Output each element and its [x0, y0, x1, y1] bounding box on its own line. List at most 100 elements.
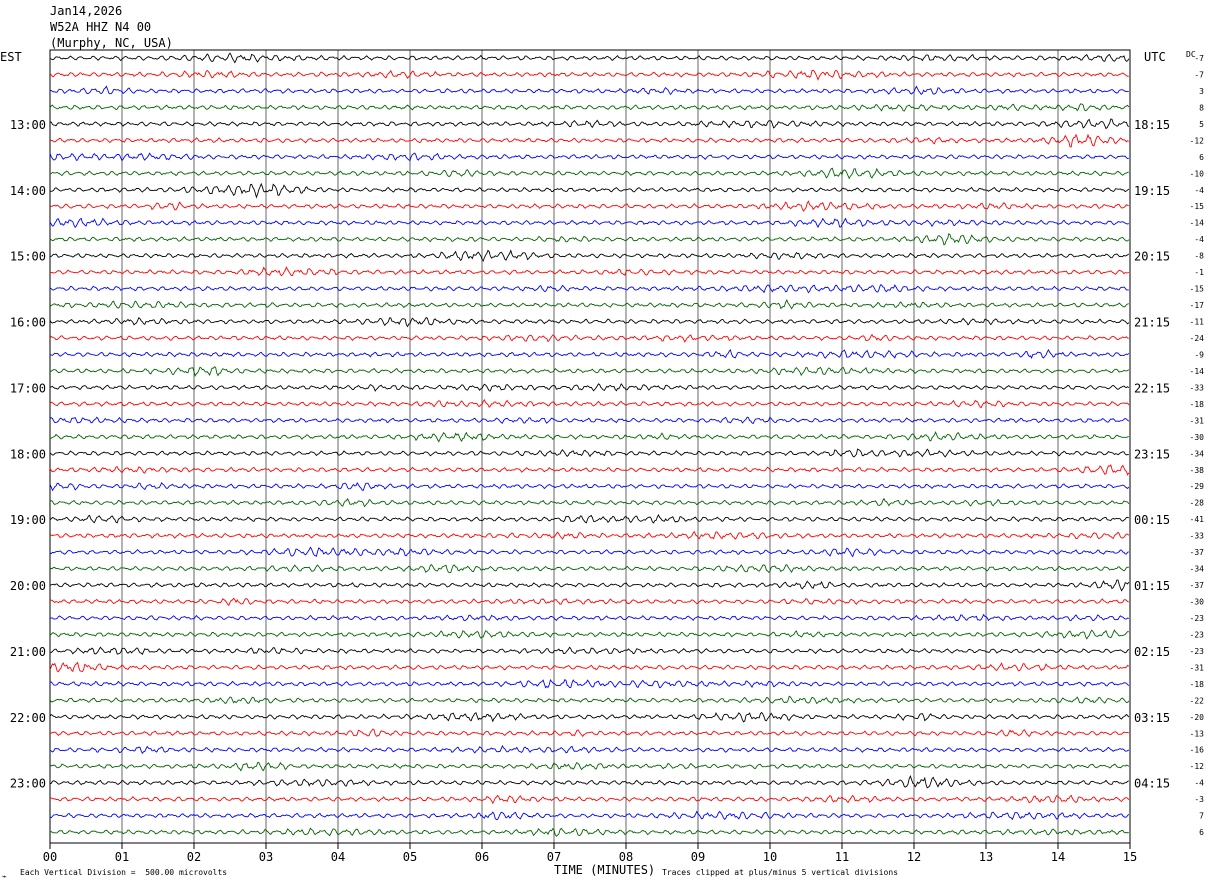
trace-line: [49, 482, 1130, 492]
dc-offset-label: -4: [1194, 235, 1204, 244]
x-tick-label: 02: [187, 850, 201, 864]
dc-offset-label: -13: [1190, 729, 1205, 738]
x-tick-label: 10: [763, 850, 777, 864]
trace-line: [49, 464, 1130, 476]
dc-offset-label: -34: [1190, 565, 1205, 574]
x-tick-label: 05: [403, 850, 417, 864]
dc-offset-label: -18: [1190, 680, 1205, 689]
dc-offset-label: 7: [1199, 812, 1204, 821]
left-hour-label: 17:00: [10, 381, 46, 395]
x-tick-label: 03: [259, 850, 273, 864]
dc-offset-label: -7: [1194, 54, 1204, 63]
trace-line: [49, 232, 1130, 246]
trace-line: [49, 597, 1129, 607]
trace-line: [49, 629, 1129, 640]
dc-offset-label: -17: [1190, 301, 1205, 310]
trace-line: [49, 69, 1129, 81]
trace-line: [49, 85, 1129, 96]
right-hour-label: 22:15: [1134, 381, 1170, 395]
x-axis-label: TIME (MINUTES): [554, 863, 656, 877]
dc-offset-label: -10: [1190, 169, 1205, 178]
x-tick-label: 11: [835, 850, 849, 864]
clip-note: Traces clipped at plus/minus 5 vertical …: [662, 868, 899, 877]
trace-line: [49, 349, 1130, 359]
dc-offset-label: -18: [1190, 400, 1205, 409]
right-hour-label: 21:15: [1134, 316, 1170, 330]
trace-line: [49, 613, 1129, 622]
trace-line: [49, 366, 1130, 377]
x-tick-label: 08: [619, 850, 633, 864]
right-hour-label: 00:15: [1134, 513, 1170, 527]
dc-offset-label: -31: [1190, 416, 1205, 425]
trace-line: [49, 530, 1130, 540]
left-hour-label: 14:00: [10, 184, 46, 198]
dc-offset-label: -31: [1190, 663, 1205, 672]
left-hour-label: 20:00: [10, 579, 46, 593]
right-hour-label: 01:15: [1134, 579, 1170, 593]
trace-line: [49, 711, 1130, 723]
left-hour-label: 23:00: [10, 777, 46, 791]
dc-offset-label: -15: [1190, 285, 1205, 294]
dc-offset-label: -16: [1190, 746, 1205, 755]
trace-line: [49, 416, 1130, 425]
dc-offset-label: -23: [1190, 614, 1205, 623]
left-hour-label: 16:00: [10, 316, 46, 330]
trace-line: [49, 774, 1129, 789]
dc-offset-label: -12: [1190, 762, 1205, 771]
dc-offset-label: -14: [1190, 367, 1205, 376]
dc-offset-label: -7: [1194, 70, 1204, 79]
dc-offset-label: -28: [1190, 499, 1205, 508]
left-hour-label: 13:00: [10, 118, 46, 132]
trace-line: [49, 152, 1129, 162]
x-tick-label: 01: [115, 850, 129, 864]
dc-offset-label: 8: [1199, 103, 1204, 112]
trace-line: [49, 217, 1129, 229]
x-tick-label: 13: [979, 850, 993, 864]
dc-offset-label: -30: [1190, 433, 1205, 442]
dc-offset-label: 6: [1199, 828, 1204, 837]
left-hour-label: 15:00: [10, 250, 46, 264]
left-hour-label: 19:00: [10, 513, 46, 527]
trace-line: [49, 52, 1130, 64]
trace-line: [49, 249, 1130, 262]
left-hour-label: 22:00: [10, 711, 46, 725]
dc-offset-label: -4: [1194, 779, 1204, 788]
dc-offset-label: -33: [1190, 532, 1205, 541]
scale-note: Each Vertical Division = 500.00 microvol…: [20, 868, 228, 877]
trace-line: [49, 200, 1129, 212]
trace-line: [49, 761, 1130, 772]
dc-offset-label: -37: [1190, 548, 1205, 557]
dc-offset-label: -23: [1190, 630, 1205, 639]
dc-offset-label: 3: [1199, 87, 1204, 96]
trace-line: [49, 497, 1130, 508]
dc-offset-label: -30: [1190, 598, 1205, 607]
dc-offset-label: -1: [1194, 268, 1204, 277]
x-tick-label: 15: [1123, 850, 1137, 864]
right-hour-label: 04:15: [1134, 777, 1170, 791]
dc-offset-label: -34: [1190, 449, 1205, 458]
corner-mark: ⌁: [2, 872, 7, 881]
trace-line: [49, 513, 1129, 524]
dc-offset-label: -38: [1190, 466, 1205, 475]
trace-line: [49, 431, 1129, 443]
dc-offset-label: -29: [1190, 482, 1205, 491]
trace-line: [49, 827, 1129, 837]
trace-line: [49, 383, 1130, 392]
x-tick-label: 14: [1051, 850, 1065, 864]
dc-offset-label: 5: [1199, 120, 1204, 129]
trace-line: [49, 564, 1129, 574]
right-hour-label: 02:15: [1134, 645, 1170, 659]
trace-line: [49, 316, 1130, 328]
plot-frame: [49, 49, 1131, 844]
trace-line: [49, 283, 1129, 294]
trace-line: [49, 333, 1129, 343]
dc-offset-label: -37: [1190, 581, 1205, 590]
dc-offset-label: -20: [1190, 713, 1205, 722]
dc-offset-label: -8: [1194, 252, 1204, 261]
x-tick-label: 00: [43, 850, 57, 864]
left-hour-label: 18:00: [10, 447, 46, 461]
trace-line: [49, 448, 1129, 458]
trace-line: [49, 398, 1130, 409]
trace-line: [49, 695, 1130, 705]
